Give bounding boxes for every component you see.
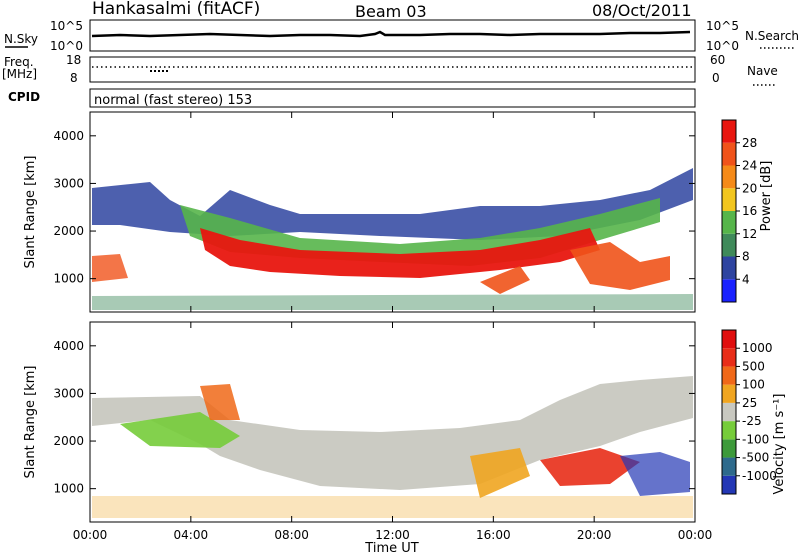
velocity-ytick-label: 1000 xyxy=(53,482,84,496)
velocity-ylabel: Slant Range [km] xyxy=(23,366,38,479)
noise-right-tick-bottom: 10^0 xyxy=(706,39,739,53)
xaxis-tick-label: 08:00 xyxy=(274,528,309,542)
power-colorbar-swatch xyxy=(722,211,736,234)
velocity-bottom-speckle xyxy=(92,496,693,518)
power-ytick-label: 2000 xyxy=(53,224,84,238)
power-colorbar-tick-label: 28 xyxy=(742,136,757,150)
freq-left-tick-bottom: 8 xyxy=(70,71,78,85)
velocity-colorbar-swatch xyxy=(722,439,736,458)
velocity-colorbar-swatch xyxy=(722,348,736,367)
xaxis-tick-label: 16:00 xyxy=(476,528,511,542)
noise-left-tick-bottom: 10^0 xyxy=(50,39,83,53)
station-title: Hankasalmi (fitACF) xyxy=(92,0,260,19)
velocity-echo-green xyxy=(120,412,240,448)
power-colorbar-tick-label: 8 xyxy=(742,250,750,264)
power-colorbar: 4 8 12 16 20 24 28 xyxy=(721,119,757,303)
power-colorbar-swatch xyxy=(722,233,736,257)
velocity-colorbar: 1000 500 100 25 -25 -100 -500 -1000 xyxy=(721,329,777,495)
xaxis-tick-label: 12:00 xyxy=(375,528,410,542)
velocity-echo-amber xyxy=(470,448,530,498)
velocity-colorbar-swatch xyxy=(722,457,736,476)
power-ytick-label: 1000 xyxy=(53,272,84,286)
velocity-echo-red xyxy=(540,448,640,486)
velocity-echo-orange xyxy=(200,384,240,420)
power-ylabel: Slant Range [km] xyxy=(23,156,38,269)
xaxis-tick-label: 20:00 xyxy=(577,528,612,542)
cpid-strip: CPID normal (fast stereo) 153 xyxy=(8,88,696,108)
velocity-colorbar-swatch xyxy=(722,384,736,403)
velocity-ytick-label: 4000 xyxy=(53,339,84,353)
power-colorbar-swatch xyxy=(722,142,736,166)
noise-left-tick-top: 10^5 xyxy=(50,19,83,33)
velocity-ytick-label: 2000 xyxy=(53,434,84,448)
freq-strip: Freq. [MHz] 18 8 60 0 Nave xyxy=(2,53,778,86)
velocity-colorbar-tick-label: 500 xyxy=(742,359,765,373)
power-colorbar-swatch xyxy=(722,256,736,280)
date-title: 08/Oct/2011 xyxy=(592,1,692,20)
noise-sky-label: N.Sky xyxy=(4,32,38,46)
power-ground-scatter xyxy=(92,294,693,310)
nave-label: Nave xyxy=(747,64,778,78)
velocity-ytick-label: 3000 xyxy=(53,386,84,400)
velocity-colorbar-tick-label: -1000 xyxy=(742,469,777,483)
velocity-colorbar-tick-label: -100 xyxy=(742,432,769,446)
power-panel: 1000 2000 3000 4000 Slant Range [km] 4 8 12 16… xyxy=(23,111,774,313)
velocity-colorbar-swatch xyxy=(722,475,736,494)
freq-label-line2: [MHz] xyxy=(2,67,37,81)
velocity-ground-scatter xyxy=(92,376,693,490)
velocity-echo-blue xyxy=(620,452,690,496)
freq-left-tick-top: 18 xyxy=(66,53,81,67)
power-echo-fragment xyxy=(480,266,530,294)
power-echo-early xyxy=(92,254,128,282)
velocity-colorbar-tick-label: 100 xyxy=(742,378,765,392)
noise-strip: N.Sky 10^5 10^0 10^5 10^0 N.Search xyxy=(4,19,799,53)
power-colorbar-tick-label: 24 xyxy=(742,159,757,173)
power-colorbar-swatch xyxy=(722,120,736,143)
power-colorbar-tick-label: 16 xyxy=(742,204,757,218)
power-echo-late xyxy=(570,242,670,290)
xaxis-tick-label: 04:00 xyxy=(174,528,209,542)
velocity-panel: 1000 2000 3000 4000 Slant Range [km] 1000 50… xyxy=(23,321,787,523)
power-colorbar-tick-label: 4 xyxy=(742,272,750,286)
cpid-label: CPID xyxy=(8,90,40,104)
power-echo-core xyxy=(200,228,600,278)
velocity-colorbar-swatch xyxy=(722,402,736,422)
xaxis-label: Time UT xyxy=(364,541,418,554)
noise-strip-frame xyxy=(89,19,696,52)
cpid-text: normal (fast stereo) 153 xyxy=(94,93,252,108)
power-colorbar-swatch xyxy=(722,165,736,189)
velocity-colorbar-swatch xyxy=(722,366,736,385)
power-echo-map xyxy=(92,168,693,310)
velocity-colorbar-tick-label: 1000 xyxy=(742,341,773,355)
power-colorbar-swatch xyxy=(722,279,736,302)
freq-right-tick-bottom: 0 xyxy=(712,71,720,85)
power-colorbar-swatch xyxy=(722,188,736,211)
noise-sky-trace xyxy=(91,30,691,38)
freq-right-tick-top: 60 xyxy=(710,53,725,67)
power-colorbar-tick-label: 12 xyxy=(742,227,757,241)
power-ytick-label: 3000 xyxy=(53,176,84,190)
freq-strip-frame xyxy=(89,56,696,83)
cpid-strip-frame xyxy=(89,88,696,108)
xaxis-tick-label: 00:00 xyxy=(73,528,108,542)
velocity-colorbar-tick-label: 25 xyxy=(742,396,757,410)
beam-title: Beam 03 xyxy=(355,2,427,21)
power-ytick-label: 4000 xyxy=(53,129,84,143)
xaxis-tick-label: 00:00 xyxy=(678,528,713,542)
velocity-colorbar-tick-label: -25 xyxy=(742,414,762,428)
velocity-colorbar-swatch xyxy=(722,421,736,440)
velocity-colorbar-tick-label: -500 xyxy=(742,451,769,465)
power-colorbar-label: Power [dB] xyxy=(759,161,774,232)
time-axis: 00:00 04:00 08:00 12:00 16:00 20:00 00:00 xyxy=(73,528,713,542)
velocity-colorbar-swatch xyxy=(722,330,736,349)
freq-label-line1: Freq. xyxy=(4,55,34,69)
power-colorbar-tick-label: 20 xyxy=(742,181,757,195)
noise-right-tick-top: 10^5 xyxy=(706,19,739,33)
velocity-colorbar-label: Velocity [m s⁻¹] xyxy=(772,394,787,495)
noise-search-label: N.Search xyxy=(745,29,799,43)
velocity-echo-map xyxy=(92,376,693,518)
